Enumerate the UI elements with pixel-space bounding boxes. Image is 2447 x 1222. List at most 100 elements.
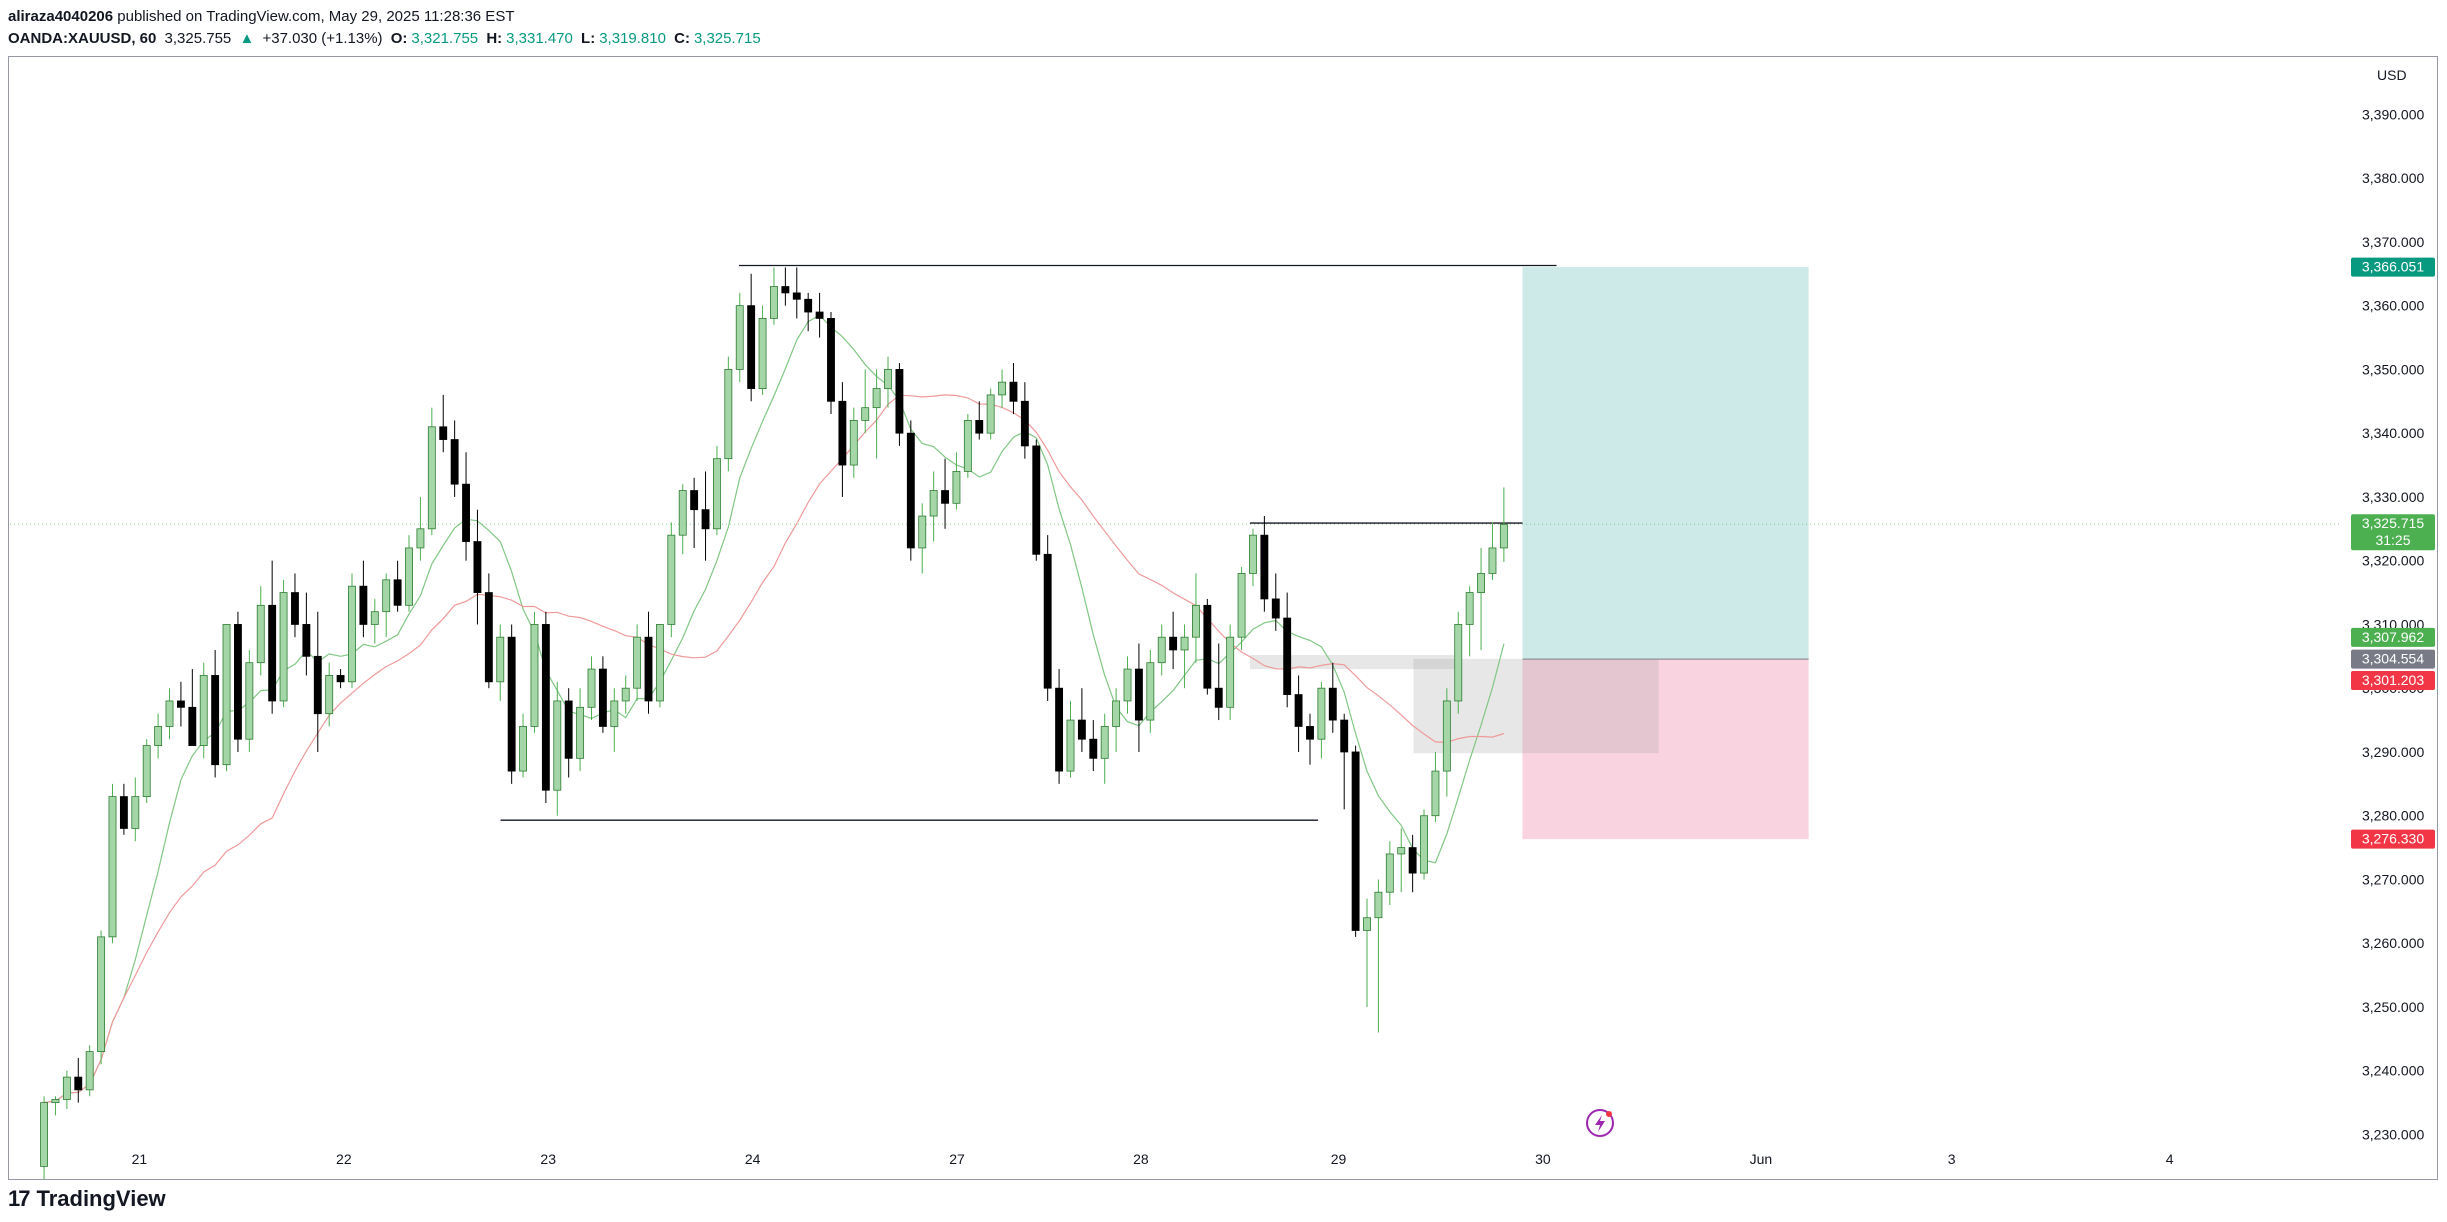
candle[interactable] bbox=[781, 267, 790, 306]
candle[interactable] bbox=[667, 522, 676, 638]
candle[interactable] bbox=[724, 356, 733, 472]
candle[interactable] bbox=[336, 669, 345, 689]
candle[interactable] bbox=[245, 649, 254, 752]
candle[interactable] bbox=[450, 420, 459, 497]
candle[interactable] bbox=[256, 586, 265, 676]
candle[interactable] bbox=[530, 611, 539, 733]
candle[interactable] bbox=[986, 388, 995, 440]
candle[interactable] bbox=[359, 560, 368, 638]
price-badge[interactable]: 3,307.962 bbox=[2351, 627, 2435, 647]
candle[interactable] bbox=[644, 611, 653, 714]
candle[interactable] bbox=[1066, 700, 1075, 778]
candle[interactable] bbox=[1317, 681, 1326, 759]
candle[interactable] bbox=[97, 930, 106, 1065]
candle[interactable] bbox=[313, 611, 322, 752]
candle[interactable] bbox=[827, 312, 835, 415]
candle[interactable] bbox=[199, 662, 208, 759]
candle[interactable] bbox=[1134, 643, 1143, 752]
candle[interactable] bbox=[1420, 809, 1428, 880]
candle[interactable] bbox=[154, 713, 163, 759]
candle[interactable] bbox=[51, 1096, 60, 1116]
candle[interactable] bbox=[507, 624, 516, 784]
candle[interactable] bbox=[758, 305, 767, 395]
candle[interactable] bbox=[370, 598, 379, 644]
candle[interactable] bbox=[1328, 662, 1337, 733]
author-name[interactable]: aliraza4040206 bbox=[8, 8, 114, 25]
candle[interactable] bbox=[1020, 382, 1029, 459]
candle[interactable] bbox=[348, 573, 356, 689]
price-badge[interactable]: 3,301.203 bbox=[2351, 671, 2435, 691]
candle[interactable] bbox=[131, 777, 140, 842]
candle[interactable] bbox=[1226, 624, 1235, 721]
candle[interactable] bbox=[405, 535, 413, 612]
candle[interactable] bbox=[906, 420, 915, 561]
candle[interactable] bbox=[1055, 669, 1064, 784]
candle[interactable] bbox=[1374, 879, 1383, 1033]
lightning-icon[interactable] bbox=[1586, 1109, 1614, 1137]
candle[interactable] bbox=[678, 484, 687, 555]
candle[interactable] bbox=[598, 656, 607, 733]
candle[interactable] bbox=[1009, 363, 1018, 415]
candle[interactable] bbox=[1340, 713, 1349, 810]
candle[interactable] bbox=[918, 503, 927, 574]
candle[interactable] bbox=[325, 662, 334, 727]
candle[interactable] bbox=[473, 509, 482, 625]
candle[interactable] bbox=[1237, 567, 1246, 650]
candle[interactable] bbox=[40, 1096, 48, 1180]
tradingview-logo-icon[interactable]: 17 bbox=[8, 1186, 31, 1211]
tradingview-wordmark[interactable]: TradingView bbox=[36, 1186, 166, 1211]
candle[interactable] bbox=[975, 401, 984, 440]
price-badge[interactable]: 3,366.051 bbox=[2351, 257, 2435, 277]
candle[interactable] bbox=[1249, 528, 1257, 587]
candle[interactable] bbox=[541, 611, 550, 803]
candle[interactable] bbox=[427, 407, 436, 536]
candle[interactable] bbox=[564, 688, 573, 778]
candle[interactable] bbox=[1032, 439, 1041, 561]
candle[interactable] bbox=[838, 382, 847, 497]
candle[interactable] bbox=[1283, 592, 1292, 708]
candle[interactable] bbox=[1260, 516, 1269, 612]
candle[interactable] bbox=[291, 573, 299, 638]
candle[interactable] bbox=[884, 356, 892, 408]
candle[interactable] bbox=[62, 1070, 71, 1109]
candle[interactable] bbox=[188, 669, 197, 746]
candle[interactable] bbox=[690, 477, 699, 548]
currency-label[interactable]: USD bbox=[2377, 67, 2407, 83]
candle[interactable] bbox=[872, 369, 881, 459]
candle[interactable] bbox=[815, 292, 824, 338]
candle[interactable] bbox=[895, 363, 904, 446]
candle[interactable] bbox=[1385, 841, 1394, 905]
candle[interactable] bbox=[176, 681, 185, 727]
candle[interactable] bbox=[496, 624, 505, 701]
candle[interactable] bbox=[108, 783, 117, 944]
candle[interactable] bbox=[1169, 611, 1178, 670]
candle[interactable] bbox=[279, 579, 288, 708]
candle[interactable] bbox=[1271, 573, 1280, 631]
price-badge[interactable]: 3,276.330 bbox=[2351, 829, 2435, 849]
candle[interactable] bbox=[393, 560, 402, 612]
candle[interactable] bbox=[655, 624, 664, 708]
chart-frame[interactable] bbox=[8, 56, 2438, 1180]
target-zone[interactable] bbox=[1522, 267, 1809, 660]
candle[interactable] bbox=[1192, 573, 1200, 663]
candle[interactable] bbox=[1306, 713, 1314, 765]
candle[interactable] bbox=[735, 292, 744, 383]
candle[interactable] bbox=[1157, 624, 1166, 676]
candle[interactable] bbox=[1488, 522, 1497, 580]
candle[interactable] bbox=[484, 573, 493, 689]
candle[interactable] bbox=[519, 713, 527, 778]
candle[interactable] bbox=[587, 656, 596, 721]
candle[interactable] bbox=[222, 624, 231, 772]
candle[interactable] bbox=[1442, 688, 1451, 797]
candle[interactable] bbox=[713, 445, 721, 536]
candle[interactable] bbox=[302, 592, 311, 676]
candle[interactable] bbox=[929, 471, 938, 542]
candle[interactable] bbox=[1397, 828, 1406, 893]
candle[interactable] bbox=[952, 452, 961, 510]
candle[interactable] bbox=[701, 471, 710, 561]
candle[interactable] bbox=[804, 292, 813, 332]
candle[interactable] bbox=[1180, 624, 1189, 689]
candle[interactable] bbox=[998, 369, 1006, 408]
